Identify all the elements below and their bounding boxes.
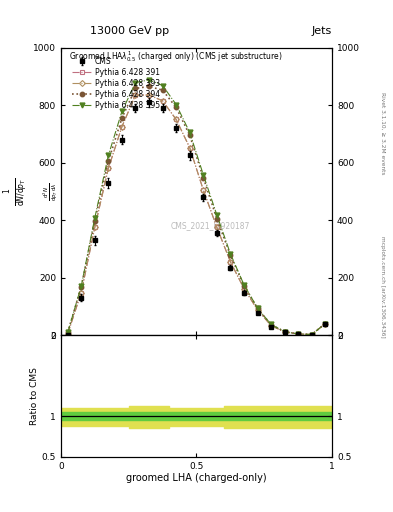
Pythia 6.428 393 [174, 116, 178, 122]
Pythia 6.428 394 [174, 104, 178, 111]
Pythia 6.428 394 [228, 252, 233, 258]
Pythia 6.428 393 [119, 123, 124, 130]
Pythia 6.428 395 [242, 282, 246, 288]
Text: CMS_2021_I1920187: CMS_2021_I1920187 [171, 221, 250, 230]
Pythia 6.428 394 [79, 284, 84, 290]
Pythia 6.428 395 [282, 329, 287, 335]
Pythia 6.428 393 [160, 98, 165, 104]
Pythia 6.428 394 [323, 321, 328, 327]
Pythia 6.428 393 [201, 187, 206, 193]
Pythia 6.428 394 [296, 331, 301, 337]
Text: 13000 GeV pp: 13000 GeV pp [90, 26, 169, 36]
Pythia 6.428 393 [242, 286, 246, 292]
Pythia 6.428 391 [215, 224, 219, 230]
Pythia 6.428 395 [65, 329, 70, 335]
Pythia 6.428 391 [92, 224, 97, 230]
Pythia 6.428 395 [147, 77, 151, 83]
Pythia 6.428 391 [269, 323, 274, 329]
Pythia 6.428 395 [79, 283, 84, 289]
Pythia 6.428 393 [92, 224, 97, 230]
Pythia 6.428 394 [133, 86, 138, 92]
Line: Pythia 6.428 391: Pythia 6.428 391 [66, 93, 327, 337]
Pythia 6.428 394 [269, 322, 274, 328]
Pythia 6.428 393 [215, 224, 219, 230]
Pythia 6.428 391 [282, 329, 287, 335]
Text: mcplots.cern.ch [arXiv:1306.3436]: mcplots.cern.ch [arXiv:1306.3436] [380, 236, 385, 337]
Pythia 6.428 391 [242, 286, 246, 292]
Text: Jets: Jets [311, 26, 331, 36]
Pythia 6.428 394 [242, 283, 246, 289]
Pythia 6.428 391 [133, 92, 138, 98]
Pythia 6.428 391 [323, 321, 328, 327]
Pythia 6.428 394 [255, 305, 260, 311]
Pythia 6.428 395 [174, 101, 178, 108]
Pythia 6.428 393 [187, 144, 192, 151]
Pythia 6.428 393 [282, 329, 287, 335]
Pythia 6.428 393 [65, 331, 70, 337]
Y-axis label: Ratio to CMS: Ratio to CMS [30, 367, 39, 425]
Pythia 6.428 394 [160, 87, 165, 93]
Pythia 6.428 393 [228, 259, 233, 265]
X-axis label: groomed LHA (charged-only): groomed LHA (charged-only) [126, 473, 267, 483]
Pythia 6.428 394 [215, 216, 219, 222]
Pythia 6.428 391 [160, 98, 165, 104]
Pythia 6.428 391 [296, 331, 301, 337]
Line: Pythia 6.428 393: Pythia 6.428 393 [66, 93, 327, 336]
Pythia 6.428 395 [255, 305, 260, 311]
Pythia 6.428 393 [296, 331, 301, 337]
Pythia 6.428 395 [215, 212, 219, 218]
Pythia 6.428 393 [323, 321, 328, 327]
Pythia 6.428 393 [147, 92, 151, 98]
Pythia 6.428 395 [92, 215, 97, 221]
Pythia 6.428 395 [323, 321, 328, 327]
Pythia 6.428 391 [106, 165, 111, 172]
Pythia 6.428 391 [228, 259, 233, 265]
Pythia 6.428 394 [282, 329, 287, 335]
Pythia 6.428 391 [119, 123, 124, 130]
Pythia 6.428 391 [147, 92, 151, 98]
Pythia 6.428 394 [119, 115, 124, 121]
Pythia 6.428 391 [65, 331, 70, 337]
Pythia 6.428 395 [309, 331, 314, 337]
Pythia 6.428 393 [269, 323, 274, 329]
Line: Pythia 6.428 395: Pythia 6.428 395 [65, 77, 328, 337]
Pythia 6.428 394 [65, 329, 70, 335]
Pythia 6.428 395 [201, 172, 206, 178]
Pythia 6.428 395 [160, 82, 165, 89]
Text: Groomed LHA$\lambda^{1}_{0.5}$ (charged only) (CMS jet substructure): Groomed LHA$\lambda^{1}_{0.5}$ (charged … [69, 49, 283, 64]
Pythia 6.428 391 [255, 307, 260, 313]
Pythia 6.428 394 [309, 331, 314, 337]
Pythia 6.428 393 [309, 331, 314, 337]
Pythia 6.428 394 [201, 175, 206, 181]
Pythia 6.428 391 [79, 289, 84, 295]
Legend: CMS, Pythia 6.428 391, Pythia 6.428 393, Pythia 6.428 394, Pythia 6.428 395: CMS, Pythia 6.428 391, Pythia 6.428 393,… [70, 54, 162, 113]
Pythia 6.428 395 [296, 331, 301, 337]
Pythia 6.428 391 [187, 144, 192, 151]
Pythia 6.428 393 [106, 165, 111, 172]
Pythia 6.428 394 [187, 132, 192, 138]
Pythia 6.428 391 [201, 187, 206, 193]
Pythia 6.428 394 [147, 83, 151, 90]
Pythia 6.428 395 [106, 153, 111, 159]
Pythia 6.428 395 [269, 322, 274, 328]
Pythia 6.428 393 [79, 289, 84, 295]
Line: Pythia 6.428 394: Pythia 6.428 394 [66, 84, 327, 337]
Pythia 6.428 391 [309, 331, 314, 337]
Pythia 6.428 395 [133, 79, 138, 86]
Pythia 6.428 394 [106, 158, 111, 164]
Pythia 6.428 394 [92, 218, 97, 224]
Pythia 6.428 395 [187, 130, 192, 136]
Pythia 6.428 395 [228, 251, 233, 257]
Pythia 6.428 395 [119, 109, 124, 115]
Pythia 6.428 393 [255, 307, 260, 313]
Text: Rivet 3.1.10, ≥ 3.2M events: Rivet 3.1.10, ≥ 3.2M events [380, 92, 385, 175]
Pythia 6.428 391 [174, 116, 178, 122]
Y-axis label: $\mathrm{1}$
$\overline{\mathrm{d}N/\mathrm{d}p_T}$

$\frac{\mathrm{d}^2N}{\math: $\mathrm{1}$ $\overline{\mathrm{d}N/\mat… [2, 177, 59, 205]
Pythia 6.428 393 [133, 92, 138, 98]
